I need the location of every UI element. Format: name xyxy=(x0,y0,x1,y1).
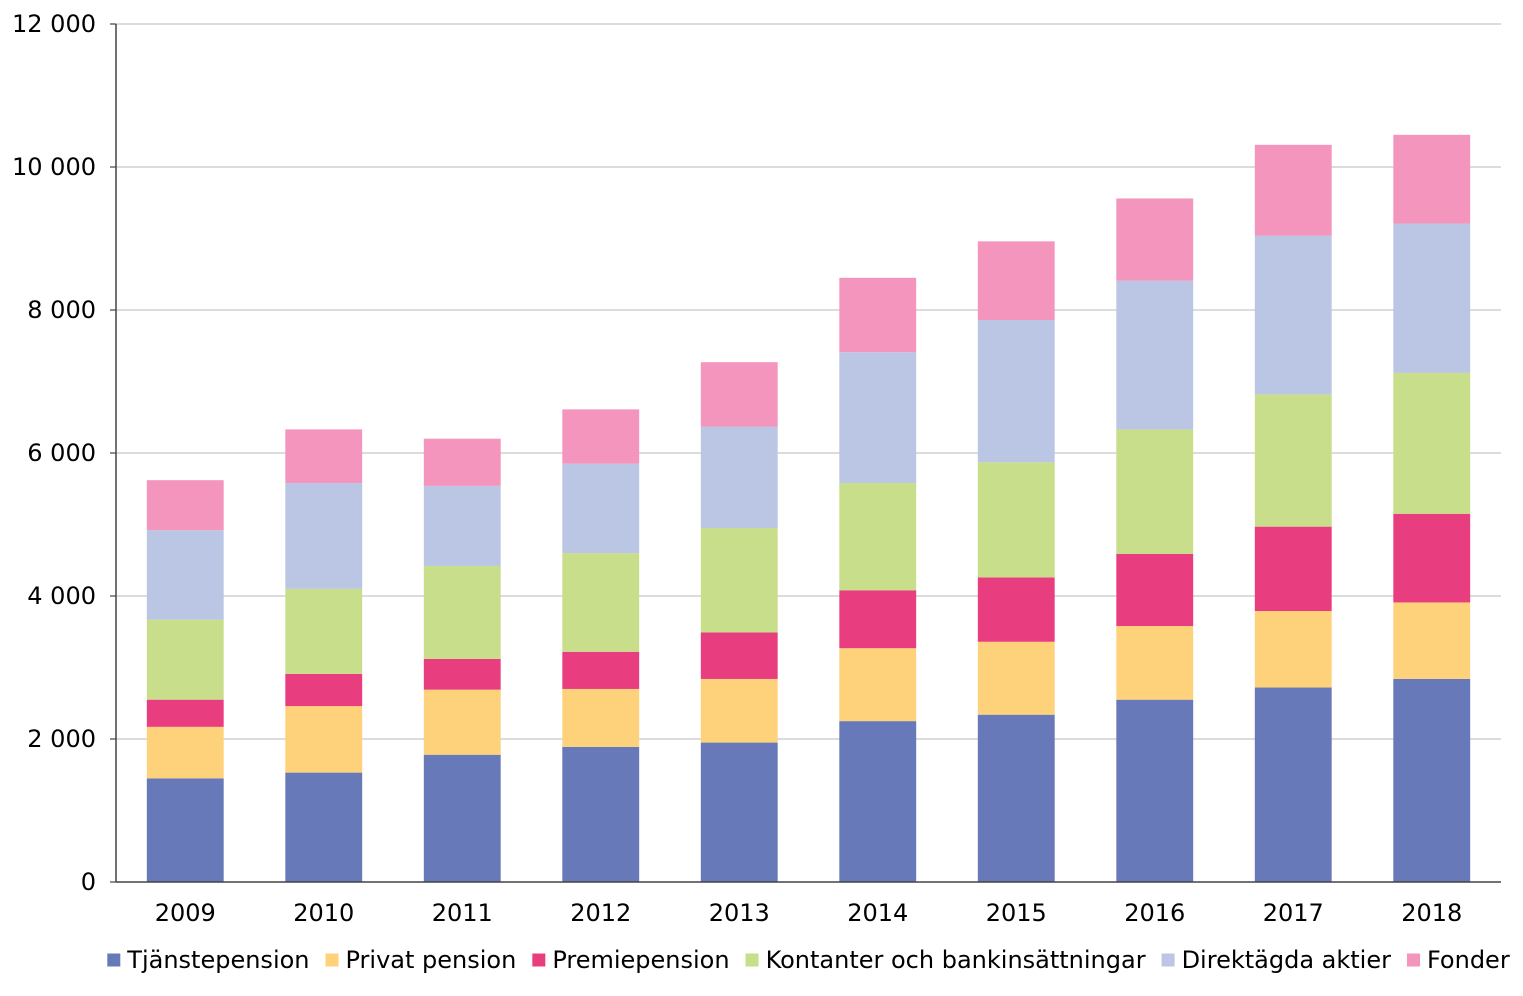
bar-segment: Fonder 2018: 1240 xyxy=(1393,134,1471,224)
bar-segment: Premiepension 2015: 900 xyxy=(977,577,1055,642)
y-tick-label: 8 000 xyxy=(27,296,96,324)
y-tick-label: 2 000 xyxy=(27,725,96,753)
bar-segment: Tjänstepension 2015: 2340 xyxy=(977,714,1055,882)
bar-segment: Tjänstepension 2018: 2840 xyxy=(1393,678,1471,882)
bar-segment: Fonder 2015: 1100 xyxy=(977,241,1055,321)
bar-segment: Kontanter och bankinsättningar 2009: 112… xyxy=(146,619,224,700)
bar-segment: Premiepension 2014: 810 xyxy=(839,590,917,649)
bar-segment: Premiepension 2011: 430 xyxy=(423,658,501,690)
bar-segment: Privat pension 2011: 910 xyxy=(423,689,501,755)
bar-segment: Fonder 2016: 1150 xyxy=(1116,198,1194,281)
legend-swatch xyxy=(1406,953,1420,967)
bar-segment: Premiepension 2013: 650 xyxy=(700,632,778,679)
x-tick-label: 2018 xyxy=(1401,899,1462,927)
legend-label: Direktägda aktier xyxy=(1182,946,1392,974)
bar-segment: Direktägda aktier 2010: 1480 xyxy=(285,483,363,589)
legend-swatch xyxy=(1161,953,1175,967)
bar-segment: Direktägda aktier 2018: 2090 xyxy=(1393,223,1471,373)
y-tick-label: 12 000 xyxy=(12,10,96,38)
bar-segment: Tjänstepension 2009: 1450 xyxy=(146,778,224,882)
x-tick-label: 2010 xyxy=(293,899,354,927)
bar-segment: Kontanter och bankinsättningar 2014: 150… xyxy=(839,483,917,591)
bar-segment: Privat pension 2013: 890 xyxy=(700,678,778,743)
bar-segment: Fonder 2013: 900 xyxy=(700,362,778,427)
legend-swatch xyxy=(107,953,121,967)
bar-segment: Direktägda aktier 2009: 1250 xyxy=(146,530,224,620)
bar-segment: Kontanter och bankinsättningar 2015: 161… xyxy=(977,462,1055,578)
bar-segment: Privat pension 2012: 810 xyxy=(562,688,640,747)
bar-segment: Fonder 2010: 750 xyxy=(285,429,363,484)
bar-segment: Fonder 2011: 660 xyxy=(423,438,501,486)
bar-segment: Tjänstepension 2011: 1780 xyxy=(423,754,501,882)
bar-segment: Tjänstepension 2013: 1950 xyxy=(700,742,778,882)
bar-segment: Tjänstepension 2012: 1890 xyxy=(562,746,640,882)
y-tick-label: 4 000 xyxy=(27,582,96,610)
bar-segment: Premiepension 2012: 520 xyxy=(562,651,640,689)
x-axis-tick-labels: 2009 2010 2011 2012 2013 2014 2015 2016 2017 2018 xyxy=(155,899,1463,927)
bar-segment: Premiepension 2018: 1240 xyxy=(1393,513,1471,603)
y-tick-label: 10 000 xyxy=(12,153,96,181)
bar-segment: Direktägda aktier 2017: 2220 xyxy=(1254,235,1332,395)
bar-segment: Fonder 2012: 760 xyxy=(562,409,640,464)
x-tick-label: 2016 xyxy=(1124,899,1185,927)
legend-label: Premiepension xyxy=(552,946,729,974)
bar-segment: Kontanter och bankinsättningar 2017: 185… xyxy=(1254,394,1332,527)
bar-segment: Premiepension 2016: 1010 xyxy=(1116,553,1194,627)
x-tick-label: 2012 xyxy=(570,899,631,927)
legend: Tjänstepension Privat pension Premiepensio… xyxy=(107,946,1510,974)
bar-segment: Tjänstepension 2016: 2550 xyxy=(1116,699,1194,882)
bar-segment: Kontanter och bankinsättningar 2018: 197… xyxy=(1393,372,1471,514)
bar-segment: Premiepension 2017: 1180 xyxy=(1254,526,1332,612)
bar-segment: Direktägda aktier 2015: 1990 xyxy=(977,320,1055,463)
x-tick-label: 2013 xyxy=(709,899,770,927)
y-tick-label: 0 xyxy=(81,868,96,896)
x-tick-label: 2014 xyxy=(847,899,908,927)
bar-segment: Kontanter och bankinsättningar 2016: 174… xyxy=(1116,429,1194,554)
x-tick-label: 2009 xyxy=(155,899,216,927)
bar-segment: Fonder 2009: 700 xyxy=(146,480,224,531)
axes xyxy=(110,23,1501,883)
bar-segment: Premiepension 2010: 450 xyxy=(285,673,363,707)
bar-segment: Tjänstepension 2010: 1530 xyxy=(285,772,363,882)
legend-swatch xyxy=(532,953,546,967)
bar-segment: Privat pension 2018: 1070 xyxy=(1393,602,1471,679)
bars: Tjänstepension 2009: 1450Privat pension … xyxy=(146,134,1471,882)
bar-segment: Kontanter och bankinsättningar 2010: 119… xyxy=(285,588,363,674)
bar-segment: Privat pension 2009: 720 xyxy=(146,726,224,779)
bar-segment: Kontanter och bankinsättningar 2011: 130… xyxy=(423,565,501,659)
bar-segment: Fonder 2017: 1270 xyxy=(1254,144,1332,236)
bar-segment: Kontanter och bankinsättningar 2013: 146… xyxy=(700,528,778,633)
bar-segment: Privat pension 2017: 1070 xyxy=(1254,611,1332,688)
bar-segment: Tjänstepension 2017: 2720 xyxy=(1254,687,1332,882)
legend-swatch xyxy=(325,953,339,967)
legend-label: Kontanter och bankinsättningar xyxy=(766,946,1146,974)
bar-segment: Privat pension 2016: 1030 xyxy=(1116,626,1194,700)
bar-segment: Fonder 2014: 1040 xyxy=(839,277,917,353)
bar-segment: Privat pension 2010: 930 xyxy=(285,706,363,773)
y-tick-label: 6 000 xyxy=(27,439,96,467)
legend-label: Privat pension xyxy=(346,946,517,974)
x-tick-label: 2017 xyxy=(1263,899,1324,927)
bar-segment: Direktägda aktier 2016: 2080 xyxy=(1116,280,1194,430)
bar-segment: Tjänstepension 2014: 2250 xyxy=(839,721,917,882)
bar-segment: Direktägda aktier 2012: 1250 xyxy=(562,463,640,554)
legend-label: Tjänstepension xyxy=(126,946,309,974)
bar-segment: Premiepension 2009: 380 xyxy=(146,699,224,727)
x-tick-label: 2015 xyxy=(986,899,1047,927)
bar-segment: Kontanter och bankinsättningar 2012: 138… xyxy=(562,553,640,652)
y-axis-tick-labels: 0 2 000 4 000 6 000 8 000 10 000 12 000 xyxy=(12,10,96,896)
x-tick-label: 2011 xyxy=(432,899,493,927)
bar-segment: Direktägda aktier 2014: 1830 xyxy=(839,352,917,484)
legend-label: Fonder xyxy=(1427,946,1510,974)
legend-swatch xyxy=(745,953,759,967)
